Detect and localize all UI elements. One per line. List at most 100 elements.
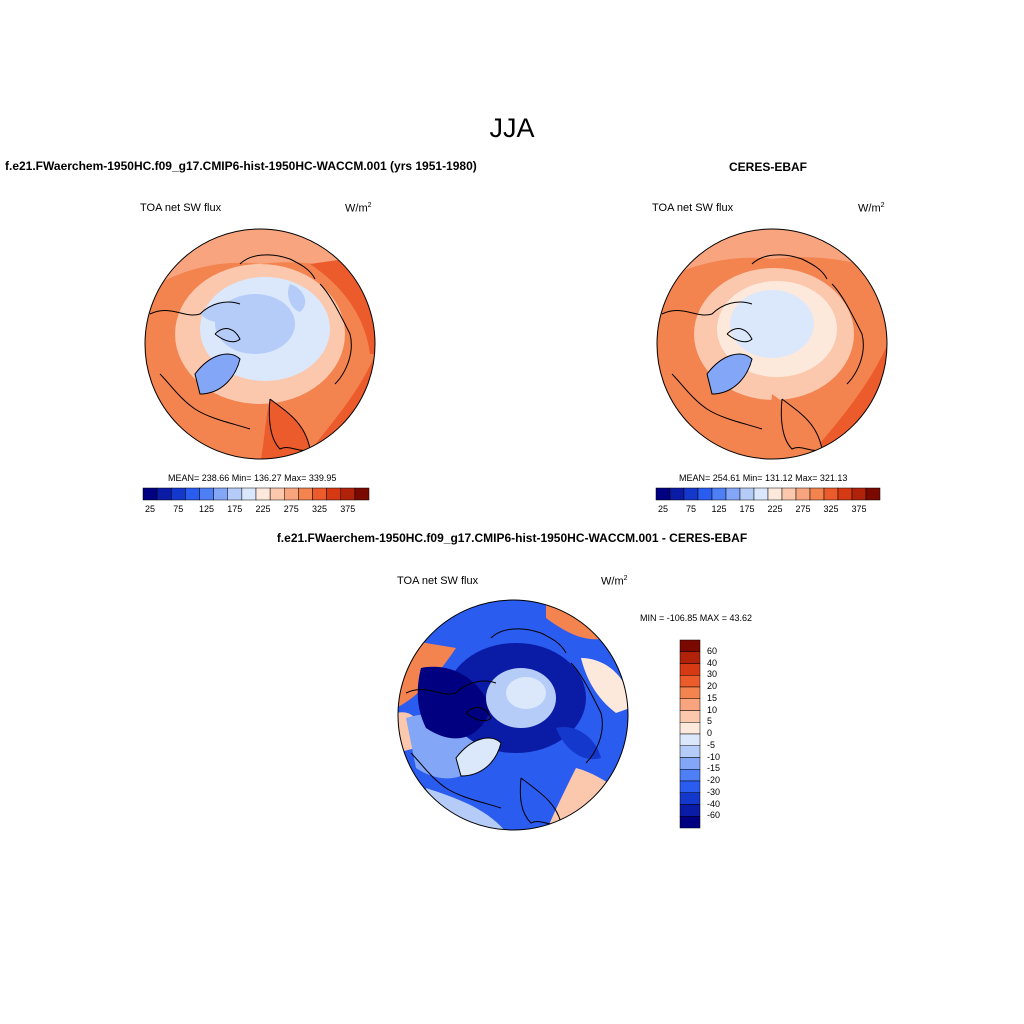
- colorbar-swatch: [284, 487, 299, 501]
- colorbar-label: -30: [707, 786, 721, 797]
- colorbar-label: -60: [707, 810, 721, 821]
- colorbar-swatch: [679, 651, 701, 664]
- colorbar-label: 275: [795, 504, 811, 514]
- colorbar-label: -20: [707, 775, 721, 785]
- colorbar-label: -10: [707, 751, 721, 762]
- colorbar-swatch: [156, 487, 172, 501]
- colorbar-swatch: [767, 487, 783, 501]
- colorbar-label: 40: [707, 657, 718, 668]
- colorbar-swatch: [171, 487, 186, 501]
- colorbar-label: 175: [739, 504, 755, 514]
- colorbar-label: 0: [707, 728, 713, 738]
- obs-polar-map: [656, 228, 888, 460]
- diff-colorbar-labels: 60 40 30 20 15 10 5 0 -5 -10 -15 -20 -30 -40 -60: [704, 640, 744, 828]
- colorbar-swatch: [679, 804, 701, 817]
- model-polar-map: [144, 228, 376, 460]
- colorbar-label: 325: [823, 504, 839, 514]
- colorbar-swatch: [298, 487, 313, 501]
- colorbar-label: -5: [707, 739, 716, 750]
- colorbar-label: 325: [312, 504, 328, 514]
- colorbar-label: -40: [707, 798, 721, 809]
- colorbar-swatch: [213, 487, 228, 501]
- colorbar-swatch: [809, 487, 825, 501]
- colorbar-label: 60: [707, 645, 718, 656]
- colorbar-label: 125: [199, 504, 215, 514]
- colorbar-swatch: [227, 487, 243, 501]
- diff-polar-map: [397, 599, 629, 831]
- colorbar-label: 5: [707, 716, 713, 727]
- colorbar-swatch: [711, 487, 727, 501]
- colorbar-swatch: [679, 733, 701, 746]
- obs-units-label: W/m2: [858, 202, 885, 215]
- colorbar-swatch: [679, 675, 701, 688]
- colorbar-label: 30: [707, 669, 718, 680]
- diff-variable-label: TOA net SW flux: [397, 575, 479, 587]
- colorbar-label: -15: [707, 763, 721, 774]
- colorbar-swatch: [865, 487, 881, 501]
- colorbar-swatch: [142, 487, 158, 501]
- colorbar-swatch: [679, 780, 701, 793]
- colorbar-swatch: [679, 816, 701, 829]
- colorbar-label: 375: [340, 504, 356, 514]
- colorbar-label: 225: [255, 504, 271, 514]
- diff-stats: MIN = -106.85 MAX = 43.62: [640, 613, 753, 623]
- colorbar-swatch: [269, 487, 285, 501]
- colorbar-label: 25: [657, 504, 668, 514]
- main-title: JJA: [489, 113, 535, 143]
- colorbar-swatch: [851, 487, 867, 501]
- colorbar-swatch: [669, 487, 685, 501]
- colorbar-swatch: [679, 710, 701, 723]
- colorbar-swatch: [683, 487, 699, 501]
- obs-variable-label: TOA net SW flux: [652, 202, 734, 214]
- colorbar-swatch: [655, 487, 671, 501]
- colorbar-label: 175: [227, 504, 243, 514]
- diff-colorbar: [679, 639, 701, 829]
- colorbar-swatch: [241, 487, 257, 501]
- colorbar-swatch: [725, 487, 741, 501]
- colorbar-swatch: [739, 487, 755, 501]
- colorbar-label: 225: [767, 504, 783, 514]
- colorbar-swatch: [679, 686, 701, 699]
- model-units-label: W/m2: [345, 202, 372, 215]
- colorbar-label: 75: [173, 504, 184, 514]
- obs-stats: MEAN= 254.61 Min= 131.12 Max= 321.13: [679, 473, 848, 483]
- colorbar-swatch: [697, 487, 713, 501]
- colorbar-swatch: [679, 757, 701, 770]
- colorbar-swatch: [185, 487, 200, 501]
- colorbar-label: 125: [711, 504, 727, 514]
- colorbar-label: 375: [851, 504, 867, 514]
- diff-units-label: W/m2: [601, 575, 628, 588]
- colorbar-swatch: [823, 487, 839, 501]
- colorbar-swatch: [354, 487, 370, 501]
- diff-panel-title: f.e21.FWaerchem-1950HC.f09_g17.CMIP6-his…: [276, 531, 748, 545]
- colorbar-swatch: [795, 487, 811, 501]
- colorbar-swatch: [679, 792, 701, 805]
- obs-colorbar: [655, 487, 881, 501]
- colorbar-label: 275: [283, 504, 299, 514]
- colorbar-swatch: [837, 487, 853, 501]
- colorbar-label: 20: [707, 681, 718, 691]
- obs-panel-title: CERES-EBAF: [728, 160, 807, 174]
- colorbar-swatch: [326, 487, 341, 501]
- colorbar-label: 25: [145, 504, 156, 514]
- colorbar-swatch: [781, 487, 797, 501]
- colorbar-swatch: [679, 639, 701, 652]
- obs-colorbar-labels: 25 75 125 175 225 275 325 375: [656, 504, 880, 516]
- colorbar-swatch: [199, 487, 214, 501]
- colorbar-label: 75: [685, 504, 696, 514]
- model-panel-title: f.e21.FWaerchem-1950HC.f09_g17.CMIP6-his…: [5, 159, 477, 173]
- colorbar-swatch: [679, 698, 701, 711]
- colorbar-label: 15: [707, 692, 718, 703]
- model-stats: MEAN= 238.66 Min= 136.27 Max= 339.95: [168, 473, 337, 483]
- model-colorbar-labels: 25 75 125 175 225 275 325 375: [143, 504, 369, 516]
- colorbar-swatch: [679, 722, 701, 735]
- colorbar-swatch: [312, 487, 327, 501]
- model-variable-label: TOA net SW flux: [140, 202, 222, 214]
- colorbar-swatch: [753, 487, 769, 501]
- colorbar-swatch: [340, 487, 356, 501]
- model-colorbar: [142, 487, 370, 501]
- colorbar-swatch: [679, 769, 701, 782]
- colorbar-swatch: [679, 663, 701, 676]
- colorbar-swatch: [679, 745, 701, 758]
- colorbar-swatch: [255, 487, 271, 501]
